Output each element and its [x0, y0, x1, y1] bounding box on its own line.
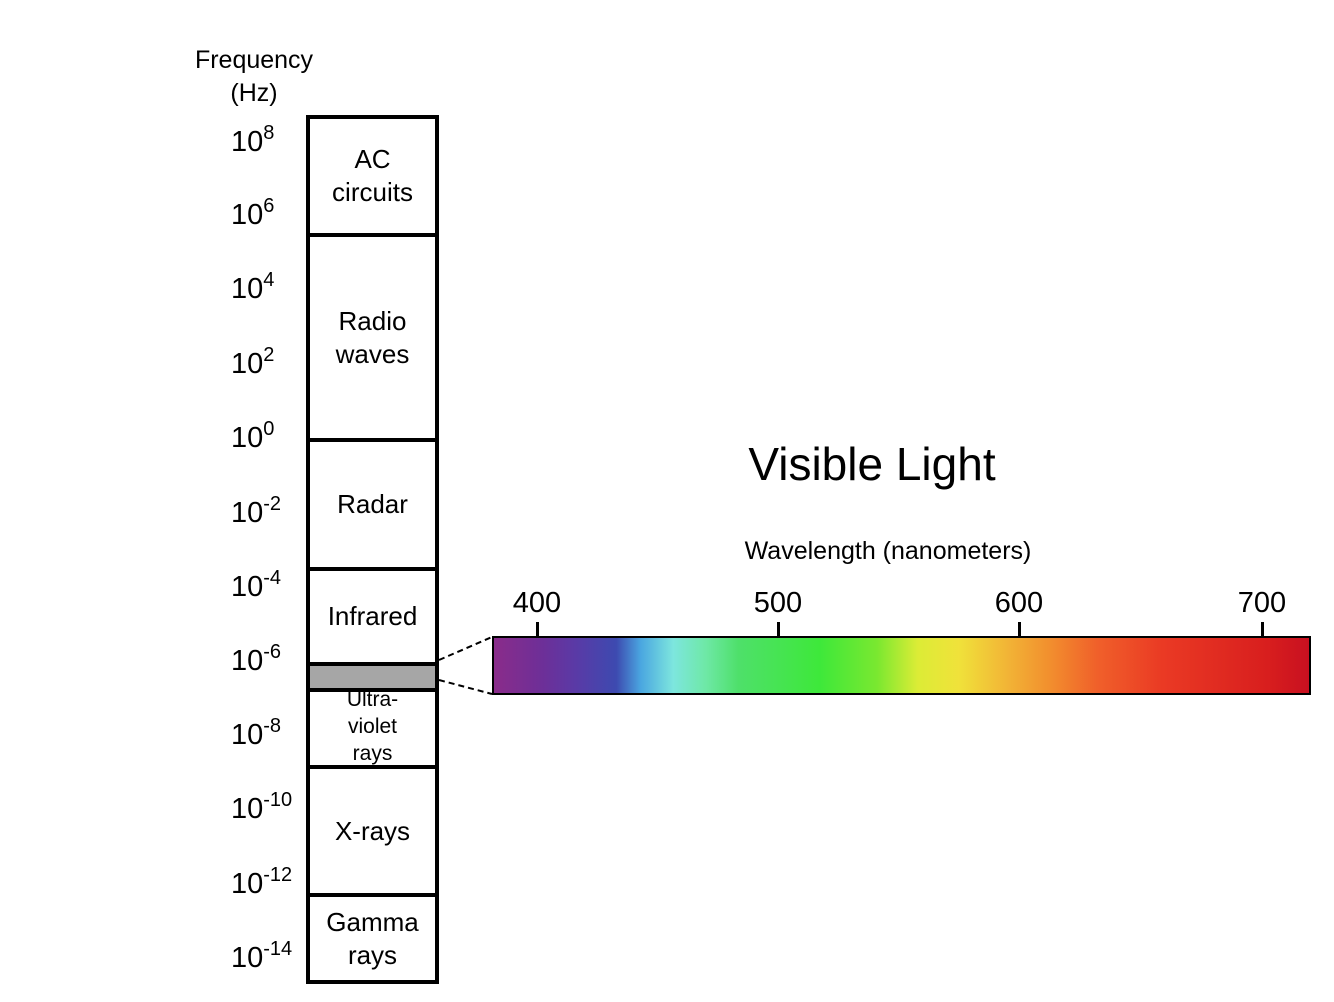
frequency-tick-label: 100 — [231, 418, 275, 454]
visible-light-band — [310, 662, 435, 692]
frequency-tick-label: 10-6 — [231, 641, 282, 677]
frequency-axis-title-line2: (Hz) — [230, 79, 278, 107]
upper-connector-line — [438, 636, 493, 661]
frequency-tick-label: 10-12 — [231, 864, 293, 900]
wavelength-tick-label: 700 — [1237, 587, 1287, 619]
wavelength-tick-label: 600 — [994, 587, 1044, 619]
frequency-axis-title: Frequency (Hz) — [180, 44, 328, 110]
band-label: Radio waves — [335, 305, 410, 369]
wavelength-tick-mark — [536, 622, 539, 638]
band-label: Gamma rays — [326, 906, 419, 970]
frequency-axis-title-line1: Frequency — [194, 46, 314, 74]
frequency-tick-label: 10-4 — [231, 567, 282, 603]
band-divider — [310, 233, 435, 237]
frequency-tick-label: 10-8 — [231, 715, 282, 751]
visible-light-title: Visible Light — [748, 438, 996, 490]
wavelength-tick-mark — [1018, 622, 1021, 638]
band-label: X-rays — [334, 815, 411, 846]
frequency-tick-label: 104 — [231, 269, 275, 305]
band-label: AC circuits — [332, 144, 413, 207]
band-label: Ultra- violet rays — [346, 688, 399, 765]
band-divider — [310, 893, 435, 897]
band-label: Infrared — [327, 601, 418, 631]
wavelength-tick-mark — [777, 622, 780, 638]
visible-spectrum-gradient — [492, 636, 1311, 695]
frequency-tick-label: 108 — [231, 122, 275, 158]
band-divider — [310, 567, 435, 571]
lower-connector-line — [438, 679, 493, 695]
wavelength-tick-mark — [1261, 622, 1264, 638]
band-6: Gamma rays — [310, 897, 435, 980]
band-2: Radar — [310, 442, 435, 567]
band-5: X-rays — [310, 769, 435, 893]
band-4: Ultra- violet rays — [310, 688, 435, 765]
frequency-tick-label: 106 — [231, 195, 275, 231]
frequency-tick-label: 10-2 — [231, 493, 282, 529]
wavelength-tick-label: 400 — [512, 587, 562, 619]
band-label: Radar — [337, 489, 408, 519]
band-divider — [310, 765, 435, 769]
band-divider — [310, 438, 435, 442]
frequency-tick-label: 102 — [231, 344, 275, 380]
frequency-tick-label: 10-10 — [231, 789, 293, 825]
band-3: Infrared — [310, 571, 435, 662]
wavelength-tick-label: 500 — [753, 587, 803, 619]
band-1: Radio waves — [310, 237, 435, 438]
wavelength-axis-label: Wavelength (nanometers) — [744, 537, 1032, 565]
band-0: AC circuits — [310, 119, 435, 233]
frequency-tick-label: 10-14 — [231, 938, 293, 974]
spectrum-column: AC circuits Radio waves Radar Infrared Ultra… — [306, 115, 439, 984]
